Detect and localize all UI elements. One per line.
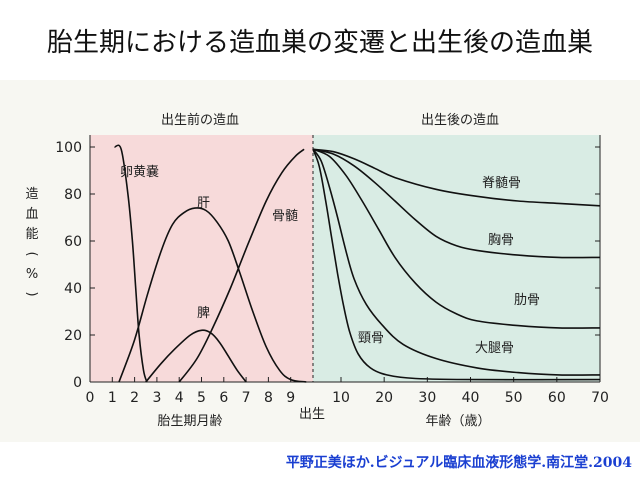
series-label-prenatal: 骨髄	[272, 209, 298, 224]
y-axis-label-char: 造	[25, 187, 38, 202]
header-postnatal: 出生後の造血	[421, 113, 499, 128]
prenatal-region	[90, 135, 313, 382]
series-label-postnatal: 胸骨	[488, 233, 514, 248]
x-tick-label-prenatal: 4	[175, 390, 184, 406]
frame	[89, 135, 601, 383]
x-tick-label-postnatal: 60	[548, 390, 566, 406]
series-label-prenatal: 卵黄嚢	[120, 164, 159, 180]
series-label-postnatal: 大腿骨	[475, 341, 514, 356]
x-tick-label-postnatal: 10	[332, 390, 350, 406]
x-tick-label-prenatal: 9	[286, 390, 295, 406]
y-axis-label-char: 血	[25, 207, 38, 222]
y-tick-label: 0	[73, 375, 82, 391]
y-tick-label: 60	[64, 234, 82, 250]
series-line-prenatal-0	[114, 144, 148, 383]
series-label-prenatal: 肝	[197, 196, 210, 211]
x-tick-label-prenatal: 1	[108, 390, 117, 406]
x-label-postnatal: 年齢（歳）	[425, 414, 490, 429]
y-tick-label: 80	[64, 187, 82, 203]
postnatal-region	[313, 135, 600, 382]
series-line-prenatal-2	[145, 329, 247, 383]
y-tick-label: 40	[64, 281, 82, 297]
x-tick-label-postnatal: 50	[505, 390, 523, 406]
x-tick-label-postnatal: 70	[591, 390, 609, 406]
y-axis-label-char: %	[26, 267, 38, 282]
series-line-prenatal-3	[178, 148, 305, 383]
x-tick-label-prenatal: 6	[219, 390, 228, 406]
series-label-postnatal: 肋骨	[514, 293, 540, 308]
y-axis-label-char: )	[24, 291, 39, 296]
x-tick-label-prenatal: 3	[152, 390, 161, 406]
series-line-prenatal-1	[118, 207, 307, 383]
y-tick-label: 20	[64, 328, 82, 344]
series-line-postnatal-4	[312, 149, 601, 381]
chart-figure: 出生前の造血 出生後の造血 0 20 40 60 80 100 0 1 2 3 4 5 6 7 8 9 10 2…	[0, 80, 640, 442]
citation: 平野正美ほか.ビジュアル臨床血液形態学.南江堂.2004	[285, 455, 632, 471]
x-tick-label-postnatal: 30	[418, 390, 436, 406]
x-tick-label-postnatal: 20	[375, 390, 393, 406]
x-tick-label-prenatal: 7	[242, 390, 251, 406]
y-tick-label: 100	[55, 140, 82, 156]
series-label-postnatal: 脊髄骨	[482, 176, 521, 191]
series-line-postnatal-1	[312, 148, 601, 259]
page-title: 胎生期における造血巣の変遷と出生後の造血巣	[46, 28, 593, 58]
x-tick-label-prenatal: 5	[197, 390, 206, 406]
y-axis-label: 造血能 (%)	[24, 187, 39, 297]
series-label-prenatal: 脾	[197, 306, 210, 321]
x-tick-label-prenatal: 0	[86, 390, 95, 406]
series-line-postnatal-0	[312, 148, 601, 207]
series-line-postnatal-2	[312, 148, 601, 329]
series-line-postnatal-3	[312, 148, 601, 376]
series-label-postnatal: 頸骨	[358, 331, 384, 346]
x-tick-label-prenatal: 8	[264, 390, 273, 406]
y-axis-label-char: (	[24, 251, 39, 256]
y-axis-label-char: 能	[25, 227, 38, 242]
x-label-birth: 出生	[299, 407, 325, 422]
x-tick-label-prenatal: 2	[130, 390, 139, 406]
x-label-prenatal: 胎生期月齢	[157, 414, 222, 429]
header-prenatal: 出生前の造血	[161, 112, 239, 128]
x-tick-label-postnatal: 40	[462, 390, 480, 406]
